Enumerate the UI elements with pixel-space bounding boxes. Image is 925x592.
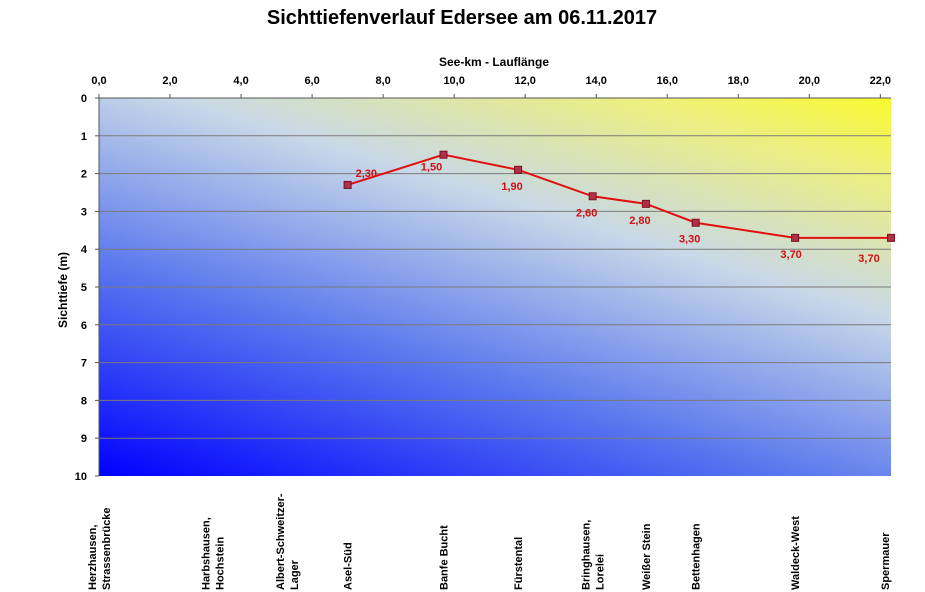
location-label-line: Albert-Schweitzer- bbox=[275, 493, 287, 590]
location-label: Albert-Schweitzer- Lager bbox=[275, 493, 301, 590]
y-tick-label: 2 bbox=[81, 169, 87, 181]
location-label: Bringhausen, Lorelei bbox=[581, 520, 607, 590]
data-label: 3,70 bbox=[858, 253, 879, 265]
location-labels: Herzhausen, Strassenbrücke Harbshausen, Hoc… bbox=[87, 493, 892, 590]
series-line: 2,30 1,50 1,90 2,60 2,80 3,30 3,70 3,70 bbox=[343, 150, 895, 265]
x-axis-ticks: 0,0 2,0 4,0 6,0 8,0 10,0 12,0 14,0 16,0 18,0 20,0 2… bbox=[91, 75, 891, 99]
location-label-line: Asel-Süd bbox=[343, 542, 355, 590]
location-label: Weißer Stein bbox=[641, 523, 653, 590]
data-label: 2,60 bbox=[576, 207, 597, 219]
x-axis-label: See-km - Lauflänge bbox=[439, 55, 549, 69]
x-tick-label: 14,0 bbox=[586, 75, 607, 87]
location-label: Bettenhagen bbox=[691, 523, 703, 590]
x-tick-label: 6,0 bbox=[304, 75, 319, 87]
x-tick-label: 20,0 bbox=[799, 75, 820, 87]
y-tick-label: 9 bbox=[81, 433, 87, 445]
location-label-line: Fürstental bbox=[513, 537, 525, 590]
data-point bbox=[343, 180, 352, 189]
data-point bbox=[588, 192, 597, 201]
data-label: 3,70 bbox=[780, 249, 801, 261]
x-tick-label: 8,0 bbox=[375, 75, 390, 87]
data-point bbox=[887, 233, 895, 242]
y-tick-label: 7 bbox=[81, 358, 87, 370]
location-label: Banfe Bucht bbox=[439, 525, 451, 590]
location-label: Waldeck-West bbox=[790, 516, 802, 590]
data-point bbox=[641, 199, 650, 208]
location-label-line: Lorelei bbox=[595, 554, 607, 590]
location-label-line: Spermauer bbox=[880, 532, 892, 590]
location-label-line: Banfe Bucht bbox=[439, 525, 451, 590]
data-label: 2,80 bbox=[629, 215, 650, 227]
data-point bbox=[439, 150, 448, 159]
y-axis-ticks: 0 1 2 3 4 5 6 7 8 9 10 bbox=[75, 93, 100, 483]
location-label-line: Harbshausen, bbox=[201, 517, 213, 590]
x-tick-label: 12,0 bbox=[514, 75, 535, 87]
location-label-line: Lager bbox=[289, 559, 301, 590]
x-tick-label: 16,0 bbox=[657, 75, 678, 87]
y-tick-label: 6 bbox=[81, 320, 87, 332]
y-tick-label: 1 bbox=[81, 131, 87, 143]
chart-title: Sichttiefenverlauf Edersee am 06.11.2017 bbox=[267, 7, 657, 29]
y-tick-label: 10 bbox=[75, 471, 87, 483]
y-tick-label: 8 bbox=[81, 395, 87, 407]
data-point bbox=[791, 233, 800, 242]
y-tick-label: 0 bbox=[81, 93, 87, 105]
location-label-line: Strassenbrücke bbox=[101, 507, 113, 590]
location-label-line: Herzhausen, bbox=[87, 525, 99, 590]
data-point bbox=[514, 165, 523, 174]
location-label-line: Bringhausen, bbox=[581, 520, 593, 590]
data-label: 1,90 bbox=[501, 181, 522, 193]
y-axis-label: Sichttiefe (m) bbox=[56, 252, 70, 328]
location-label: Harbshausen, Hochstein bbox=[201, 517, 227, 590]
data-label: 3,30 bbox=[679, 234, 700, 246]
x-tick-label: 2,0 bbox=[162, 75, 177, 87]
data-point bbox=[691, 218, 700, 227]
data-label: 1,50 bbox=[421, 162, 442, 174]
location-label-line: Hochstein bbox=[215, 537, 227, 590]
series-polyline bbox=[347, 153, 891, 239]
location-label: Herzhausen, Strassenbrücke bbox=[87, 507, 113, 590]
x-tick-label: 22,0 bbox=[870, 75, 891, 87]
x-tick-label: 0,0 bbox=[91, 75, 106, 87]
x-tick-label: 18,0 bbox=[728, 75, 749, 87]
data-label: 2,30 bbox=[356, 168, 377, 180]
y-tick-label: 3 bbox=[81, 206, 87, 218]
location-label-line: Weißer Stein bbox=[641, 523, 653, 590]
y-tick-label: 4 bbox=[81, 244, 88, 256]
grid bbox=[99, 135, 891, 439]
x-tick-label: 10,0 bbox=[443, 75, 464, 87]
location-label: Asel-Süd bbox=[343, 542, 355, 590]
location-label: Fürstental bbox=[513, 537, 525, 590]
location-label-line: Waldeck-West bbox=[790, 516, 802, 590]
location-label: Spermauer bbox=[880, 532, 892, 590]
location-label-line: Bettenhagen bbox=[691, 523, 703, 590]
y-tick-label: 5 bbox=[81, 282, 87, 294]
x-tick-label: 4,0 bbox=[233, 75, 248, 87]
